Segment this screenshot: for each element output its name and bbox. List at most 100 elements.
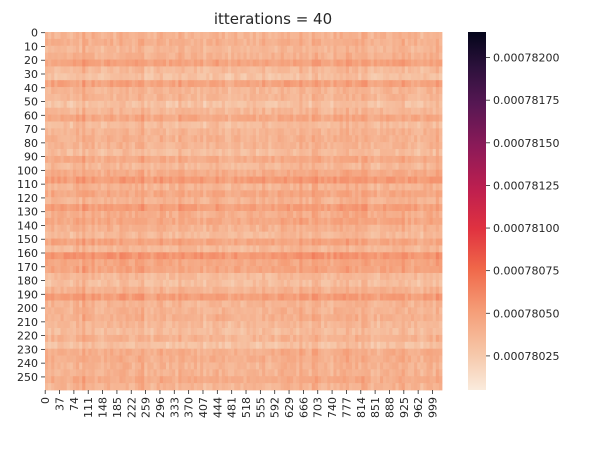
heatmap-cell (231, 100, 235, 109)
heatmap-cell (200, 217, 204, 226)
heatmap-cell (407, 266, 412, 274)
heatmap-cell (293, 38, 297, 47)
heatmap-cell (144, 66, 148, 74)
heatmap-cell (128, 231, 133, 239)
heatmap-cell (274, 32, 279, 40)
heatmap-cell (57, 266, 61, 274)
heatmap-cell (231, 190, 235, 198)
heatmap-cell (265, 32, 269, 40)
heatmap-cell (302, 176, 306, 184)
heatmap-cell (392, 169, 396, 177)
heatmap-cell (290, 197, 294, 205)
heatmap-cell (379, 80, 384, 88)
heatmap-cell (274, 100, 279, 109)
heatmap-cell (321, 87, 325, 95)
heatmap-cell (221, 286, 226, 295)
heatmap-cell (54, 190, 58, 198)
heatmap-cell (94, 121, 99, 129)
heatmap-cell (342, 211, 347, 219)
heatmap-cell (339, 169, 344, 177)
heatmap-cell (317, 66, 322, 74)
heatmap-cell (308, 176, 313, 184)
heatmap-cell (317, 286, 322, 295)
heatmap-cell (184, 176, 189, 184)
heatmap-cell (107, 190, 111, 198)
heatmap-cell (255, 231, 260, 239)
heatmap-cell (85, 93, 89, 102)
heatmap-cell (277, 107, 282, 116)
heatmap-cell (255, 176, 260, 184)
heatmap-cell (76, 52, 80, 60)
heatmap-cell (165, 38, 170, 47)
heatmap-cell (286, 45, 291, 54)
heatmap-cell (175, 73, 179, 81)
heatmap-cell (339, 93, 344, 102)
heatmap-cell (296, 293, 300, 301)
heatmap-cell (69, 224, 74, 233)
heatmap-cell (97, 155, 102, 164)
heatmap-cell (283, 259, 288, 267)
heatmap-cell (237, 52, 241, 60)
heatmap-cell (187, 155, 192, 164)
heatmap-cell (370, 128, 375, 136)
heatmap-cell (379, 211, 384, 219)
heatmap-cell (404, 66, 409, 74)
heatmap-cell (231, 121, 235, 129)
heatmap-cell (296, 93, 300, 102)
heatmap-cell (122, 107, 127, 116)
heatmap-cell (296, 183, 300, 191)
heatmap-cell (336, 231, 341, 239)
heatmap-cell (262, 211, 266, 219)
heatmap-cell (274, 66, 279, 74)
heatmap-cell (379, 73, 384, 81)
heatmap-cell (274, 252, 279, 260)
heatmap-cell (327, 183, 331, 191)
heatmap-cell (66, 142, 71, 150)
heatmap-cell (134, 32, 139, 40)
heatmap-cell (165, 45, 170, 54)
heatmap-cell (395, 114, 399, 122)
heatmap-cell (376, 93, 381, 102)
heatmap-cell (314, 38, 319, 47)
heatmap-cell (252, 169, 257, 177)
heatmap-cell (128, 114, 133, 122)
heatmap-cell (85, 73, 89, 81)
heatmap-cell (48, 114, 52, 122)
heatmap-cell (175, 149, 179, 157)
heatmap-cell (240, 204, 244, 212)
heatmap-cell (333, 38, 337, 47)
heatmap-cell (54, 293, 58, 301)
heatmap-cell (395, 259, 399, 267)
heatmap-cell (221, 135, 226, 143)
heatmap-cell (355, 73, 359, 81)
heatmap-cell (410, 135, 415, 143)
heatmap-cell (321, 142, 325, 150)
heatmap-cell (100, 45, 105, 54)
heatmap-cell (57, 38, 61, 47)
heatmap-cell (156, 169, 161, 177)
heatmap-cell (302, 107, 306, 116)
heatmap-cell (60, 245, 65, 253)
heatmap-cell (367, 190, 372, 198)
heatmap-cell (153, 73, 158, 81)
heatmap-cell (290, 135, 294, 143)
heatmap-cell (172, 231, 176, 239)
heatmap-cell (175, 66, 179, 74)
heatmap-cell (212, 272, 216, 281)
heatmap-cell (94, 114, 99, 122)
heatmap-cell (221, 45, 226, 54)
heatmap-cell (88, 32, 92, 40)
heatmap-cell (209, 293, 213, 301)
heatmap-cell (138, 176, 142, 184)
heatmap-cell (150, 217, 154, 226)
heatmap-cell (317, 155, 322, 164)
heatmap-cell (212, 238, 216, 246)
heatmap-cell (196, 176, 201, 184)
heatmap-cell (277, 169, 282, 177)
heatmap-cell (336, 149, 341, 157)
heatmap-cell (196, 38, 201, 47)
heatmap-cell (159, 211, 164, 219)
heatmap-cell (423, 231, 427, 239)
heatmap-cell (324, 32, 328, 40)
heatmap-cell (227, 100, 232, 109)
